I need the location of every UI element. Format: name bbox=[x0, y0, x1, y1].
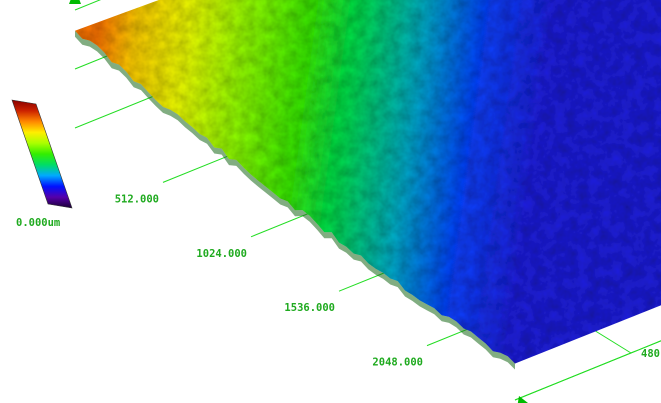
surface bbox=[75, 0, 661, 370]
z-axis-arrow bbox=[69, 0, 81, 4]
x-tick-label: 512.000 bbox=[115, 193, 159, 205]
y-tick-label: 480.000 bbox=[641, 348, 661, 360]
axes: z bbox=[69, 0, 528, 403]
x-tick-label: 1536.000 bbox=[284, 302, 335, 314]
grid-line bbox=[514, 340, 661, 401]
colorbar-min-label: 0.000um bbox=[16, 217, 60, 229]
x-tick-label: 1024.000 bbox=[196, 248, 247, 260]
colorbar: 0.000um bbox=[11, 99, 73, 229]
surface-front-edge bbox=[75, 30, 515, 370]
tick-labels: 512.0001024.0001536.0002048.0002560.000u… bbox=[115, 193, 661, 369]
surface-mesh bbox=[75, 0, 661, 364]
colorbar-gradient bbox=[11, 99, 73, 209]
x-tick-label: 2048.000 bbox=[372, 357, 423, 369]
x-axis-arrow bbox=[517, 396, 528, 403]
